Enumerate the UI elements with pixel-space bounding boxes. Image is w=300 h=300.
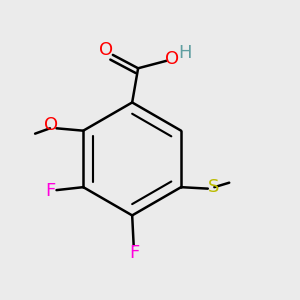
Text: H: H: [178, 44, 191, 62]
Text: O: O: [99, 40, 113, 58]
Text: F: F: [129, 244, 140, 262]
Text: F: F: [45, 182, 56, 200]
Text: S: S: [208, 178, 219, 196]
Text: O: O: [165, 50, 179, 68]
Text: O: O: [44, 116, 58, 134]
